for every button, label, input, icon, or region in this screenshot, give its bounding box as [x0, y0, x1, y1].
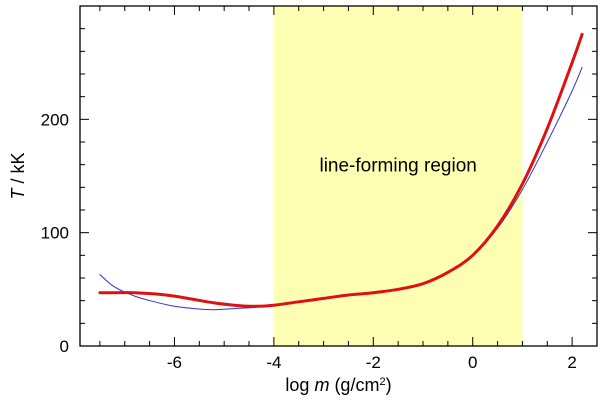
x-label-exponent: 2	[379, 376, 385, 388]
y-label-units: / kK	[8, 152, 28, 188]
y-tick-label: 200	[41, 110, 69, 129]
axis-ticks	[80, 5, 598, 347]
plot-frame	[79, 5, 598, 347]
series-layer	[98, 32, 584, 311]
x-tick-label: 0	[468, 353, 477, 372]
x-tick-label: -2	[366, 353, 381, 372]
x-label-prefix: log	[285, 375, 314, 395]
region-label: line-forming region	[319, 155, 476, 176]
x-label-units: (g/cm	[329, 375, 379, 395]
y-tick-label: 100	[41, 224, 69, 243]
x-tick-label: 2	[567, 353, 576, 372]
y-label-variable: T	[8, 187, 28, 200]
x-label-variable: m	[314, 375, 329, 395]
x-axis-label: log m (g/cm2)	[285, 375, 391, 395]
series-line-red	[98, 32, 584, 308]
axis-tick-labels: -6 -4 -2 0 2 0 100 200	[41, 110, 577, 372]
x-label-units-close: )	[386, 375, 392, 395]
y-tick-label: 0	[60, 337, 69, 356]
x-tick-label: -6	[167, 353, 182, 372]
y-axis-label: T / kK	[8, 152, 28, 199]
x-tick-label: -4	[266, 353, 281, 372]
